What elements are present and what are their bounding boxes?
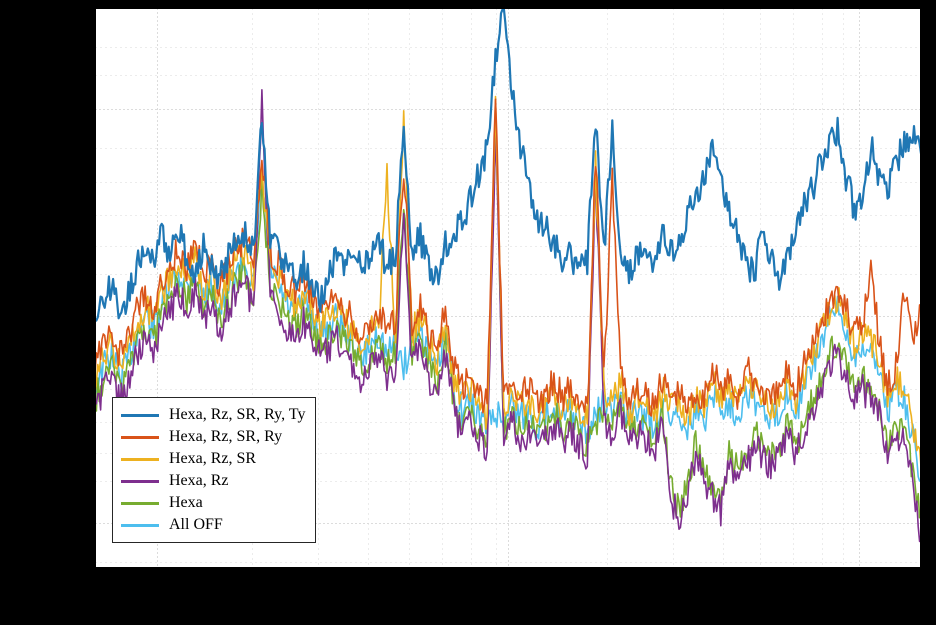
x-tick	[471, 568, 472, 574]
y-tick	[89, 274, 95, 275]
y-tick	[89, 422, 95, 423]
x-tick	[793, 568, 794, 574]
x-tick	[673, 568, 674, 574]
x-tick	[318, 568, 319, 574]
legend-row: Hexa	[121, 492, 305, 514]
x-tick	[508, 568, 509, 574]
x-tick	[496, 568, 497, 574]
x-tick	[442, 568, 443, 574]
legend-swatch	[121, 502, 159, 505]
y-tick	[89, 481, 95, 482]
legend: Hexa, Rz, SR, Ry, Ty Hexa, Rz, SR, Ry Hexa…	[112, 397, 316, 543]
grid-major-horizontal	[95, 316, 921, 317]
legend-label: Hexa, Rz, SR, Ry, Ty	[169, 406, 305, 424]
y-tick	[89, 75, 95, 76]
legend-label: Hexa, Rz, SR	[169, 450, 256, 468]
grid-minor-vertical	[496, 8, 497, 568]
legend-swatch	[121, 524, 159, 527]
x-tick	[252, 568, 253, 574]
y-tick	[89, 316, 95, 317]
x-tick	[409, 568, 410, 574]
grid-minor-vertical	[843, 8, 844, 568]
grid-minor-vertical	[318, 8, 319, 568]
x-tick	[157, 568, 158, 574]
grid-minor-vertical	[607, 8, 608, 568]
grid-minor-vertical	[368, 8, 369, 568]
legend-label: Hexa, Rz, SR, Ry	[169, 428, 282, 446]
y-tick	[89, 355, 95, 356]
y-tick	[89, 215, 95, 216]
x-tick	[760, 568, 761, 574]
legend-row: Hexa, Rz, SR	[121, 448, 305, 470]
legend-label: All OFF	[169, 516, 223, 534]
grid-minor-vertical	[760, 8, 761, 568]
grid-major-horizontal	[95, 109, 921, 110]
grid-minor-vertical	[822, 8, 823, 568]
legend-row: Hexa, Rz, SR, Ry	[121, 426, 305, 448]
y-tick	[89, 246, 95, 247]
x-tick	[822, 568, 823, 574]
legend-swatch	[121, 480, 159, 483]
legend-row: Hexa, Rz, SR, Ry, Ty	[121, 404, 305, 426]
legend-swatch	[121, 414, 159, 417]
grid-minor-vertical	[471, 8, 472, 568]
legend-label: Hexa, Rz	[169, 472, 229, 490]
y-tick	[89, 109, 95, 110]
legend-swatch	[121, 436, 159, 439]
x-tick	[843, 568, 844, 574]
y-tick	[89, 389, 95, 390]
grid-major-vertical	[508, 8, 509, 568]
x-tick	[368, 568, 369, 574]
y-tick	[89, 453, 95, 454]
y-tick	[89, 148, 95, 149]
y-tick	[89, 523, 95, 524]
y-tick	[89, 182, 95, 183]
grid-minor-vertical	[409, 8, 410, 568]
legend-label: Hexa	[169, 494, 203, 512]
y-tick	[89, 47, 95, 48]
x-tick	[859, 568, 860, 574]
grid-minor-vertical	[723, 8, 724, 568]
y-tick	[89, 562, 95, 563]
legend-row: All OFF	[121, 514, 305, 536]
grid-minor-vertical	[793, 8, 794, 568]
x-tick	[607, 568, 608, 574]
legend-swatch	[121, 458, 159, 461]
grid-major-vertical	[859, 8, 860, 568]
grid-minor-vertical	[442, 8, 443, 568]
x-tick	[723, 568, 724, 574]
grid-minor-vertical	[673, 8, 674, 568]
legend-row: Hexa, Rz	[121, 470, 305, 492]
